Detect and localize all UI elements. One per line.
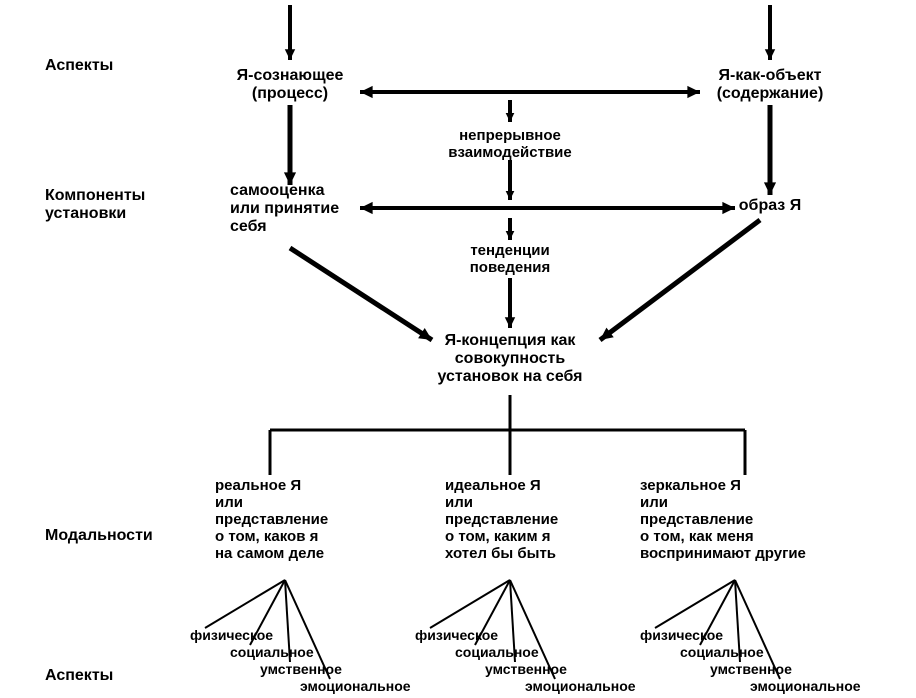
node-interaction: непрерывноевзаимодействие xyxy=(448,127,571,161)
arrow-top-right-in xyxy=(765,5,775,60)
arrow-top-left-in xyxy=(285,5,295,60)
node-ideal-i: идеальное Яилипредставлениео том, каким … xyxy=(445,477,558,562)
node-i-knowing-line: Я-сознающее xyxy=(237,67,344,84)
arrow-head xyxy=(764,182,776,195)
row-label-components-line: Компоненты xyxy=(45,187,145,204)
arrow-head xyxy=(505,317,515,328)
arrow-bi-mid xyxy=(360,202,735,214)
row-label-components: Компонентыустановки xyxy=(45,187,145,222)
node-self-esteem: самооценкаили принятиесебя xyxy=(230,182,339,235)
node-emo2: эмоциональное xyxy=(525,678,636,694)
node-mirror-i-line: зеркальное Я xyxy=(640,477,741,494)
node-i-knowing-line: (процесс) xyxy=(252,85,328,102)
node-phys3: физическое xyxy=(640,627,723,643)
node-i-object-line: Я-как-объект xyxy=(719,67,822,84)
diagram-canvas: Аспекты Компонентыустановки Модальности Асп… xyxy=(0,0,916,698)
node-soc2: социальное xyxy=(455,644,539,660)
node-soc1-line: социальное xyxy=(230,644,314,660)
row-label-components-line: установки xyxy=(45,205,126,222)
node-mirror-i-line: воспринимают другие xyxy=(640,545,806,562)
arrow-est-to-concept xyxy=(290,248,432,340)
arrow-center-stem2 xyxy=(506,160,515,200)
node-mirror-i-line: представление xyxy=(640,511,753,528)
node-i-concept: Я-концепция каксовокупностьустановок на … xyxy=(437,332,582,385)
arrow-head xyxy=(765,49,775,60)
node-self-esteem-line: себя xyxy=(230,218,267,235)
arrow-center-stem1 xyxy=(506,100,515,122)
node-self-esteem-line: или принятие xyxy=(230,200,339,217)
node-image-i-line: образ Я xyxy=(739,197,801,214)
arrow-center-stem3 xyxy=(506,218,515,240)
arrow-head xyxy=(687,86,700,98)
node-phys3-line: физическое xyxy=(640,627,723,643)
row-label-modalities: Модальности xyxy=(45,527,153,544)
node-ment1: умственное xyxy=(260,661,342,677)
node-i-object-line: (содержание) xyxy=(717,85,824,102)
node-ideal-i-line: представление xyxy=(445,511,558,528)
arrow-line xyxy=(290,248,432,340)
node-phys2: физическое xyxy=(415,627,498,643)
node-soc1: социальное xyxy=(230,644,314,660)
row-label-aspects2-line: Аспекты xyxy=(45,667,113,684)
arrow-img-to-concept xyxy=(600,220,760,340)
node-soc3-line: социальное xyxy=(680,644,764,660)
node-self-esteem-line: самооценка xyxy=(230,182,325,199)
node-ideal-i-line: о том, каким я xyxy=(445,528,550,545)
node-ideal-i-line: или xyxy=(445,494,473,511)
node-ment3-line: умственное xyxy=(710,661,792,677)
node-phys2-line: физическое xyxy=(415,627,498,643)
node-tendency-line: тенденции xyxy=(470,242,549,259)
node-real-i-line: о том, каков я xyxy=(215,528,318,545)
node-emo1: эмоциональное xyxy=(300,678,411,694)
arrow-bi-top xyxy=(360,86,700,98)
node-ment2: умственное xyxy=(485,661,567,677)
node-image-i: образ Я xyxy=(739,197,801,214)
row-label-aspects2: Аспекты xyxy=(45,667,113,684)
node-i-concept-line: Я-концепция как xyxy=(445,332,577,349)
arrow-head xyxy=(506,231,515,240)
node-soc2-line: социальное xyxy=(455,644,539,660)
node-emo3-line: эмоциональное xyxy=(750,678,861,694)
node-real-i-line: представление xyxy=(215,511,328,528)
arrow-head xyxy=(360,86,373,98)
node-ment1-line: умственное xyxy=(260,661,342,677)
arrow-head xyxy=(506,191,515,200)
row-label-modalities-line: Модальности xyxy=(45,527,153,544)
node-real-i-line: на самом деле xyxy=(215,545,324,562)
arrow-line xyxy=(600,220,760,340)
node-interaction-line: непрерывное xyxy=(459,127,561,144)
node-emo1-line: эмоциональное xyxy=(300,678,411,694)
node-tendency: тенденцииповедения xyxy=(470,242,551,276)
node-real-i: реальное Яилипредставлениео том, каков я… xyxy=(215,477,328,562)
node-real-i-line: или xyxy=(215,494,243,511)
arrow-head xyxy=(506,113,515,122)
node-ment3: умственное xyxy=(710,661,792,677)
node-i-knowing: Я-сознающее(процесс) xyxy=(237,67,344,102)
node-emo2-line: эмоциональное xyxy=(525,678,636,694)
node-soc3: социальное xyxy=(680,644,764,660)
node-i-object: Я-как-объект(содержание) xyxy=(717,67,824,102)
node-phys1: физическое xyxy=(190,627,273,643)
arrow-head xyxy=(722,202,735,214)
node-mirror-i-line: о том, как меня xyxy=(640,528,754,545)
node-mirror-i: зеркальное Яилипредставлениео том, как м… xyxy=(640,477,806,562)
arrow-head xyxy=(360,202,373,214)
node-ideal-i-line: идеальное Я xyxy=(445,477,541,494)
node-mirror-i-line: или xyxy=(640,494,668,511)
node-interaction-line: взаимодействие xyxy=(448,144,571,161)
arrow-know-to-est xyxy=(284,105,296,185)
node-i-concept-line: установок на себя xyxy=(437,368,582,385)
node-tendency-line: поведения xyxy=(470,259,551,276)
row-label-aspects1: Аспекты xyxy=(45,57,113,74)
node-ment2-line: умственное xyxy=(485,661,567,677)
arrow-head xyxy=(285,49,295,60)
row-label-aspects1-line: Аспекты xyxy=(45,57,113,74)
node-emo3: эмоциональное xyxy=(750,678,861,694)
node-phys1-line: физическое xyxy=(190,627,273,643)
node-real-i-line: реальное Я xyxy=(215,477,301,494)
node-ideal-i-line: хотел бы быть xyxy=(445,545,556,562)
arrow-center-stem4 xyxy=(505,278,515,328)
node-i-concept-line: совокупность xyxy=(455,350,566,367)
arrow-obj-to-img xyxy=(764,105,776,195)
